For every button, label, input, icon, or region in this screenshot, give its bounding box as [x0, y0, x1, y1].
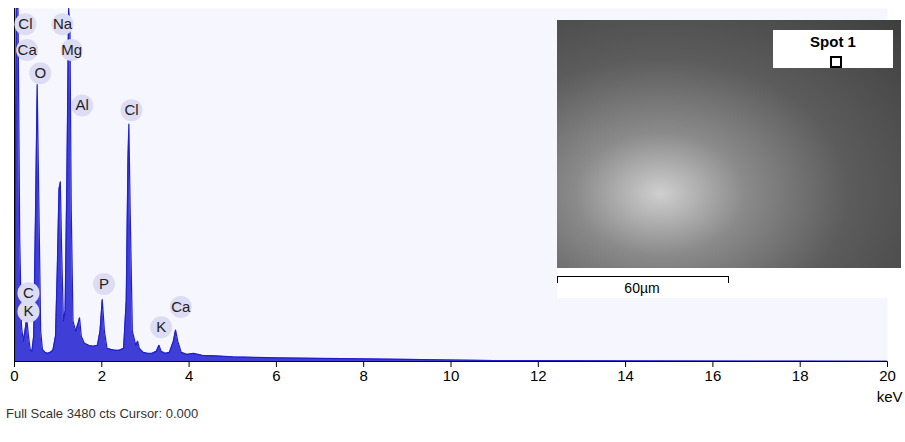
svg-text:16: 16 — [705, 367, 722, 384]
svg-text:20: 20 — [879, 367, 896, 384]
svg-text:6: 6 — [272, 367, 280, 384]
svg-text:Mg: Mg — [61, 41, 82, 58]
svg-text:K: K — [23, 302, 33, 319]
svg-text:Na: Na — [53, 15, 73, 32]
html-text:Spot 1: Spot 1 — [810, 33, 856, 50]
svg-text:K: K — [156, 318, 166, 335]
svg-text:keV: keV — [877, 388, 903, 405]
svg-text:4: 4 — [185, 367, 193, 384]
svg-text:14: 14 — [617, 367, 634, 384]
svg-text:P: P — [99, 275, 109, 292]
svg-text:Ca: Ca — [18, 41, 38, 58]
svg-text:O: O — [34, 64, 46, 81]
svg-text:12: 12 — [530, 367, 547, 384]
html-text:Full Scale 3480 cts Cursor: 0.: Full Scale 3480 cts Cursor: 0.000 — [6, 406, 199, 421]
svg-text:0: 0 — [10, 367, 18, 384]
svg-text:10: 10 — [443, 367, 460, 384]
svg-text:2: 2 — [98, 367, 106, 384]
svg-text:Cl: Cl — [18, 15, 32, 32]
svg-text:Al: Al — [75, 96, 88, 113]
svg-text:C: C — [23, 284, 34, 301]
svg-text:18: 18 — [792, 367, 809, 384]
svg-text:Cl: Cl — [124, 101, 138, 118]
html-text:60µm: 60µm — [624, 280, 660, 296]
svg-text:Ca: Ca — [171, 298, 191, 315]
svg-text:8: 8 — [360, 367, 368, 384]
